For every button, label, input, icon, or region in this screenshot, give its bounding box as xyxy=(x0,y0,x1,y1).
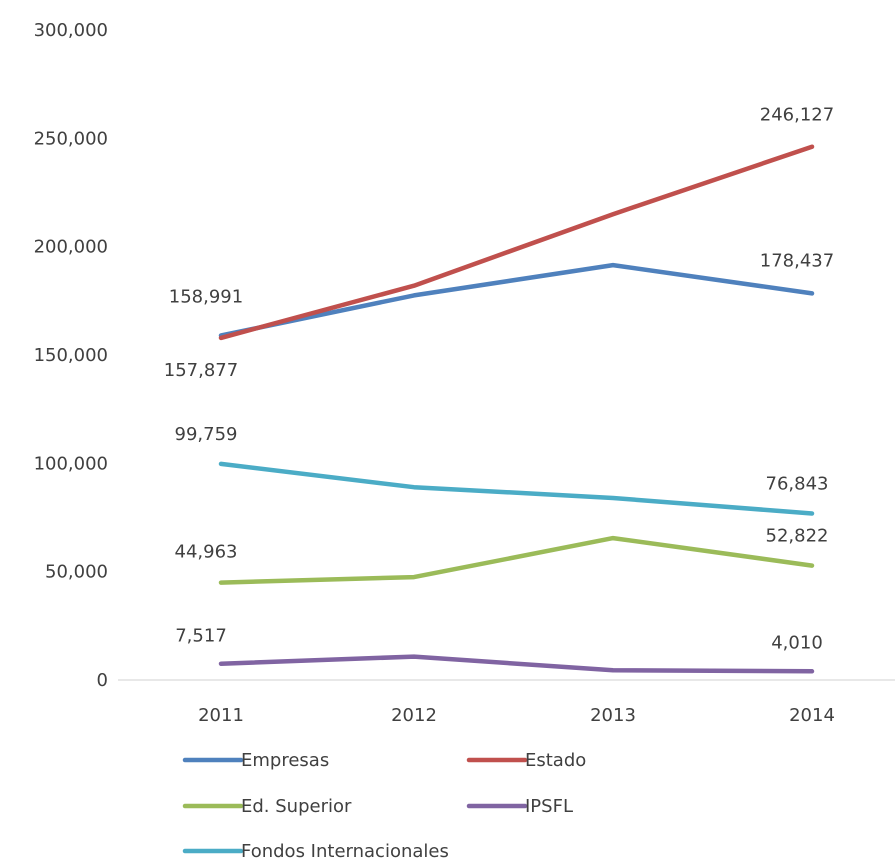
series-lines xyxy=(218,144,815,674)
legend-item: Fondos Internacionales xyxy=(182,841,449,862)
legend-label: Empresas xyxy=(241,750,329,771)
data-label: 178,437 xyxy=(760,250,834,271)
x-tick-label: 2012 xyxy=(391,705,437,726)
data-labels: 158,991 178,437 157,877 246,127 44,963 52,822… xyxy=(164,105,834,654)
data-label: 44,963 xyxy=(175,542,238,563)
legend: Empresas Estado Ed. Superior IPSFL Fondos In… xyxy=(182,750,586,862)
y-axis: 0 50,000 100,000 150,000 200,000 250,000 300,0… xyxy=(34,20,108,691)
legend-item: Ed. Superior xyxy=(182,796,352,817)
x-tick-label: 2013 xyxy=(590,705,636,726)
series-line-ipsfl xyxy=(218,654,815,674)
legend-label: IPSFL xyxy=(525,796,573,817)
data-label: 158,991 xyxy=(169,287,243,308)
series-line-empresas xyxy=(218,262,815,338)
data-label: 52,822 xyxy=(766,526,829,547)
x-axis: 2011 2012 2013 2014 xyxy=(118,679,895,726)
series-line-fondos-internacionales xyxy=(218,461,815,516)
y-tick-label: 300,000 xyxy=(34,20,108,41)
data-label: 246,127 xyxy=(760,105,834,126)
legend-label: Ed. Superior xyxy=(241,796,352,817)
legend-item: Estado xyxy=(466,750,586,771)
y-tick-label: 150,000 xyxy=(34,345,108,366)
y-tick-label: 50,000 xyxy=(45,562,108,583)
series-line-ed-superior xyxy=(218,535,815,585)
data-label: 7,517 xyxy=(175,626,227,647)
legend-label: Fondos Internacionales xyxy=(241,841,449,862)
x-tick-label: 2014 xyxy=(789,705,835,726)
y-tick-label: 100,000 xyxy=(34,453,108,474)
data-label: 99,759 xyxy=(175,424,238,445)
y-tick-label: 200,000 xyxy=(34,237,108,258)
legend-label: Estado xyxy=(525,750,586,771)
series-line-estado xyxy=(218,144,815,341)
data-label: 76,843 xyxy=(766,474,829,495)
legend-item: IPSFL xyxy=(466,796,573,817)
y-tick-label: 0 xyxy=(97,670,108,691)
data-label: 4,010 xyxy=(771,632,823,653)
legend-item: Empresas xyxy=(182,750,329,771)
data-label: 157,877 xyxy=(164,360,238,381)
y-tick-label: 250,000 xyxy=(34,128,108,149)
x-tick-label: 2011 xyxy=(198,705,244,726)
